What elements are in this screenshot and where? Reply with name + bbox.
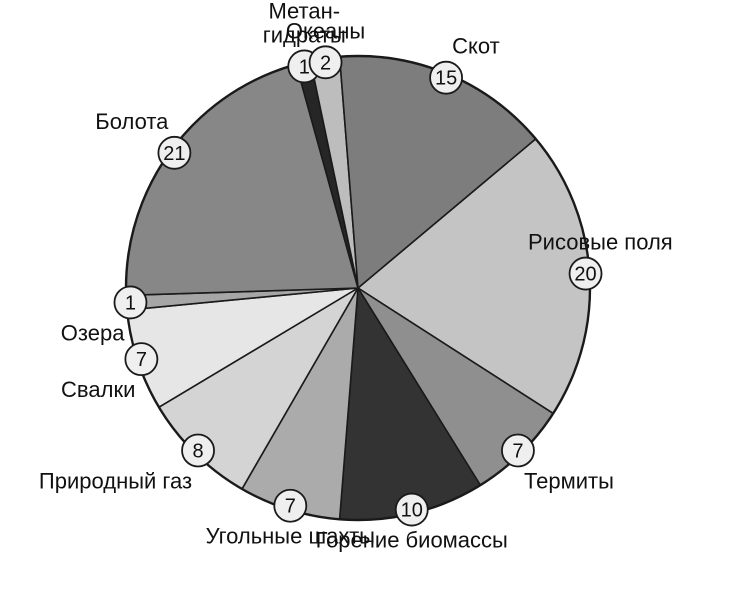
value-badge-9: 2 (308, 45, 343, 80)
value-badge-circle-9 (308, 45, 343, 80)
value-badge-3: 7 (273, 488, 308, 523)
category-label-9: Океаны (286, 18, 365, 43)
value-badge-text-8: 1 (299, 56, 310, 78)
category-label-2: Горение биомассы (316, 528, 508, 553)
value-badge-circle-10 (429, 60, 463, 95)
value-badge-text-1: 7 (512, 440, 523, 462)
category-label-line-5-0: Свалки (61, 377, 135, 402)
category-label-line-6-0: Озера (61, 320, 125, 345)
category-label-line-4-0: Природный газ (39, 468, 192, 493)
value-badge-text-2: 10 (401, 500, 423, 522)
value-badge-4: 8 (181, 433, 215, 468)
value-badge-circle-6 (113, 285, 148, 320)
category-label-6: Озера (61, 320, 125, 345)
category-label-line-2-0: Горение биомассы (316, 528, 508, 553)
category-label-5: Свалки (61, 377, 135, 402)
value-badge-text-7: 21 (163, 143, 185, 165)
category-label-3: Угольные шахты (206, 524, 375, 549)
value-badge-circle-5 (124, 342, 159, 377)
value-badge-text-4: 8 (192, 440, 203, 462)
value-badge-7: 21 (157, 135, 192, 170)
category-label-4: Природный газ (39, 468, 192, 493)
value-badge-circle-3 (273, 488, 308, 523)
category-label-line-9-0: Океаны (286, 18, 365, 43)
category-label-1: Термиты (524, 468, 614, 493)
value-badge-circle-2 (394, 492, 429, 527)
value-badge-5: 7 (124, 342, 159, 377)
value-badge-10: 15 (429, 60, 463, 95)
value-badge-6: 1 (113, 285, 148, 320)
category-label-line-7-0: Болота (95, 109, 169, 134)
category-label-line-8-0: Метан- (268, 0, 340, 23)
value-badge-text-0: 20 (574, 264, 596, 286)
value-badge-text-9: 2 (320, 52, 331, 74)
category-label-7: Болота (95, 109, 169, 134)
value-badge-text-3: 7 (285, 496, 296, 518)
category-label-line-8-1: гидраты (263, 22, 346, 47)
category-label-8: Метан-гидраты (263, 0, 346, 47)
value-badge-1: 7 (501, 433, 535, 468)
value-badge-text-10: 15 (435, 68, 457, 90)
value-badge-circle-7 (157, 135, 192, 170)
value-badge-2: 10 (394, 492, 429, 527)
category-label-0: Рисовые поля (528, 230, 673, 255)
category-label-line-10-0: Скот (452, 34, 500, 59)
category-label-line-0-0: Рисовые поля (528, 230, 673, 255)
value-badge-text-5: 7 (136, 349, 147, 371)
value-badge-0: 20 (568, 256, 603, 291)
value-badge-circle-1 (501, 433, 535, 468)
category-label-line-3-0: Угольные шахты (206, 524, 375, 549)
value-badge-text-6: 1 (125, 292, 136, 314)
value-badge-circle-4 (181, 433, 215, 468)
category-label-line-1-0: Термиты (524, 468, 614, 493)
value-badge-circle-0 (568, 256, 603, 291)
category-label-10: Скот (452, 34, 500, 59)
